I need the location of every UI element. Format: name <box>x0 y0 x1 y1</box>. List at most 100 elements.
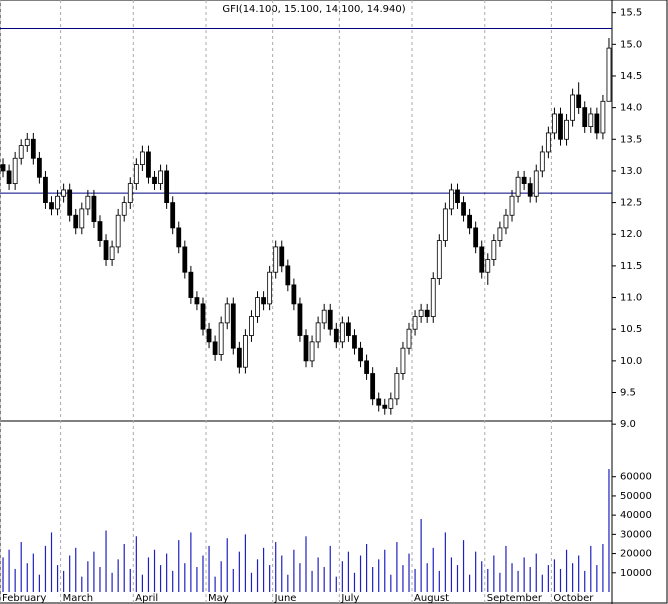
candle-body <box>394 373 400 400</box>
candle-body <box>455 189 460 203</box>
candle-body <box>109 246 115 260</box>
candle-body <box>12 157 18 184</box>
candle-body <box>582 107 588 128</box>
candle-body <box>388 398 394 409</box>
x-tick-label: June <box>274 593 297 604</box>
x-tick-label: April <box>135 593 158 604</box>
candle-body <box>127 183 133 203</box>
candle-body <box>43 176 48 203</box>
candle-body <box>576 94 582 109</box>
candle-body <box>55 195 60 210</box>
candle-body <box>449 189 454 210</box>
candle-body <box>346 322 351 336</box>
candle-body <box>339 322 345 343</box>
candle-body <box>473 227 479 248</box>
candle-body <box>364 360 369 374</box>
candle-body <box>461 202 466 216</box>
candle-body <box>297 303 303 336</box>
candle-body <box>212 341 218 355</box>
y-tick-label: 40000 <box>620 510 652 521</box>
candle-body <box>79 208 85 229</box>
y-tick-label: 15.0 <box>620 39 642 50</box>
candle-body <box>552 113 557 134</box>
candle-body <box>485 259 491 273</box>
candle-body <box>273 246 279 273</box>
candle-body <box>333 328 339 343</box>
candle-body <box>91 195 97 222</box>
candle-body <box>527 183 533 197</box>
candle-body <box>6 170 12 184</box>
candle-body <box>146 151 151 178</box>
candle-body <box>588 113 594 128</box>
x-tick-label: May <box>208 593 229 604</box>
candle-body <box>358 347 363 362</box>
candle-body <box>521 176 527 184</box>
x-tick-label: October <box>553 593 594 604</box>
candle-body <box>218 322 224 355</box>
x-tick-label: March <box>63 593 93 604</box>
y-tick-label: 50000 <box>620 491 652 502</box>
candle-body <box>382 404 388 409</box>
candle-body <box>564 119 569 140</box>
x-tick-label: July <box>340 593 359 604</box>
candle-body <box>412 316 418 330</box>
y-tick-label: 11.5 <box>620 261 642 272</box>
candle-body <box>303 335 309 362</box>
candle-body <box>206 328 212 343</box>
candle-body <box>279 246 285 267</box>
candle-body <box>236 347 242 368</box>
candle-body <box>18 145 24 159</box>
y-tick-label: 10.5 <box>620 324 642 335</box>
candle-body <box>321 309 327 324</box>
candle-body <box>243 335 248 368</box>
y-tick-label: 10000 <box>620 568 652 579</box>
candle-body <box>85 195 91 210</box>
y-tick-label: 10.0 <box>620 356 642 367</box>
candle-body <box>558 113 563 140</box>
x-tick-label: September <box>487 593 543 604</box>
candle-body <box>491 240 497 260</box>
candle-body <box>164 170 170 203</box>
candle-body <box>224 303 230 324</box>
x-tick-label: August <box>414 593 449 604</box>
y-tick-label: 12.5 <box>620 198 642 209</box>
chart-title: GFI(14.100, 15.100, 14.100, 14.940) <box>222 4 405 15</box>
candle-body <box>267 271 273 305</box>
candle-body <box>497 227 503 241</box>
candle-body <box>73 214 79 229</box>
y-tick-label: 14.0 <box>620 103 642 114</box>
y-tick-label: 15.5 <box>620 8 642 19</box>
candle-body <box>539 151 545 172</box>
y-tick-label: 13.0 <box>620 166 642 177</box>
candle-body <box>376 398 382 406</box>
candle-body <box>176 227 182 248</box>
candle-body <box>406 328 412 349</box>
candle-body <box>327 309 333 330</box>
candle-body <box>479 246 485 273</box>
candle-body <box>121 202 127 216</box>
candle-body <box>97 221 103 241</box>
candle-body <box>315 322 321 343</box>
y-tick-label: 14.5 <box>620 71 642 82</box>
candle-body <box>182 246 188 273</box>
candle-body <box>285 265 291 286</box>
candle-body <box>152 176 157 184</box>
candle-body <box>261 297 266 305</box>
y-tick-label: 9.0 <box>620 419 636 430</box>
candle-body <box>61 189 67 197</box>
candle-body <box>0 164 6 172</box>
candle-body <box>430 278 436 317</box>
candle-body <box>503 214 509 229</box>
candle-body <box>170 202 176 229</box>
y-tick-label: 20000 <box>620 549 652 560</box>
y-tick-label: 30000 <box>620 529 652 540</box>
candle-body <box>115 214 121 248</box>
candle-body <box>249 316 254 336</box>
candle-body <box>255 297 260 317</box>
candle-body <box>600 100 606 134</box>
candle-body <box>352 335 357 349</box>
candle-body <box>606 47 612 102</box>
candle-body <box>309 341 315 362</box>
y-tick-label: 9.5 <box>620 388 636 399</box>
